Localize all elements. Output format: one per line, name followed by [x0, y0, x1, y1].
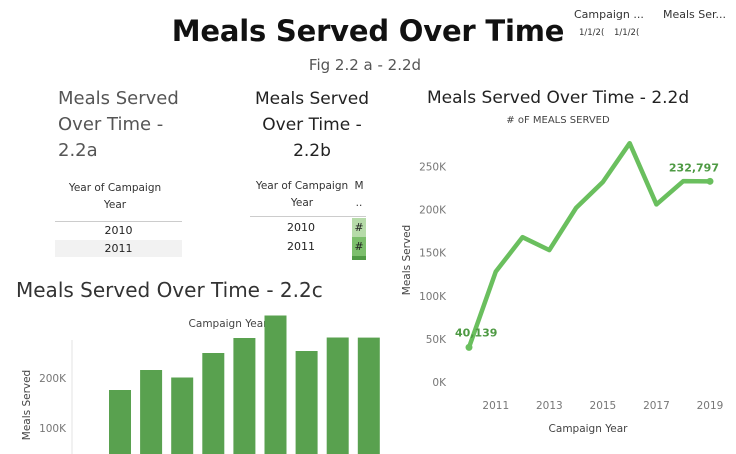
- bar-chart-axis-title: Campaign Year: [189, 318, 269, 330]
- line-chart-y-tick: 150K: [419, 248, 447, 260]
- panel-b-measure-header-line: ..: [355, 197, 363, 209]
- bar-chart-bar[interactable]: [140, 370, 163, 454]
- line-chart-data-label: 40,139: [455, 326, 497, 339]
- panel-b-table: 2010 # 2011 #: [250, 218, 366, 260]
- line-chart-data-labels: 40,139 232,797: [455, 161, 719, 339]
- bar-chart-y-axis-title: Meals Served: [21, 370, 33, 440]
- bar-chart-bar[interactable]: [171, 377, 194, 454]
- line-chart-y-tick: 200K: [419, 205, 447, 217]
- line-chart-x-axis-title: Campaign Year: [549, 423, 629, 435]
- line-chart-x-tick: 2013: [536, 400, 563, 412]
- bar-chart-bar[interactable]: [202, 353, 225, 454]
- line-chart-point[interactable]: [706, 177, 714, 185]
- bar-chart-bar[interactable]: [109, 390, 131, 454]
- bar-chart-bar[interactable]: [295, 351, 318, 454]
- panel-a-column-header-line: Year of Campaign: [68, 182, 162, 194]
- line-chart-data-label: 232,797: [669, 161, 719, 174]
- panel-b-title: Meals Served Over Time - 2.2b: [244, 86, 380, 164]
- bar-chart-bar[interactable]: [326, 337, 349, 454]
- panel-a-title-line: Meals Served: [58, 88, 179, 109]
- page-title: Meals Served Over Time: [171, 14, 565, 48]
- panel-b-column-header-line: Year: [290, 197, 314, 209]
- panel-b-measure-cell: #: [352, 218, 366, 237]
- line-chart-subtitle: # oF MEALS SERVED: [506, 115, 610, 126]
- line-chart-x-tick: 2017: [643, 400, 670, 412]
- line-chart-y-axis-title: Meals Served: [401, 225, 413, 295]
- table-row: [250, 256, 366, 260]
- line-chart-series: [465, 140, 714, 351]
- panel-b-measure-header[interactable]: M ..: [352, 178, 366, 212]
- table-row[interactable]: 2010 #: [250, 218, 366, 237]
- panel-a-column-header-line: Year: [103, 199, 127, 211]
- table-row[interactable]: 2010: [104, 224, 133, 237]
- page-subtitle: Fig 2.2 a - 2.2d: [308, 56, 422, 74]
- panel-b-measure-header-line: M: [354, 180, 364, 192]
- panel-c-title: Meals Served Over Time - 2.2c: [16, 278, 323, 302]
- filter-campaign-value-end[interactable]: 1/1/2(: [614, 28, 640, 38]
- panel-d-title: Meals Served Over Time - 2.2d: [427, 88, 690, 108]
- panel-a-divider: [55, 221, 182, 222]
- line-chart-x-tick: 2011: [482, 400, 509, 412]
- panel-b-title-line: Over Time -: [262, 115, 362, 135]
- line-chart-x-tick: 2015: [590, 400, 617, 412]
- line-chart-y-tick: 50K: [426, 334, 447, 346]
- panel-b-year-cell: 2011: [287, 240, 315, 253]
- table-row[interactable]: 2011 #: [250, 237, 366, 256]
- bar-chart-bar[interactable]: [264, 315, 287, 454]
- panel-a-title: Meals Served Over Time - 2.2a: [58, 86, 179, 164]
- panel-a-table: 2010 2011: [55, 222, 182, 257]
- panel-a-column-header[interactable]: Year of Campaign Year: [55, 180, 175, 214]
- line-chart-series-line: [466, 140, 713, 350]
- panel-b-column-header[interactable]: Year of Campaign Year: [252, 178, 352, 212]
- filter-meals-served-label[interactable]: Meals Ser...: [663, 8, 727, 21]
- panel-a-title-line: Over Time -: [58, 114, 164, 135]
- line-chart-point[interactable]: [465, 343, 473, 351]
- panel-b-divider: [250, 216, 366, 217]
- bar-chart-bars: [109, 315, 380, 454]
- line-chart-x-ticks: 2011 2013 2015 2017 2019: [482, 400, 723, 412]
- bar-chart-y-tick: 100K: [39, 423, 67, 435]
- bar-chart-y-tick: 200K: [39, 373, 67, 385]
- line-chart-y-tick: 100K: [419, 291, 447, 303]
- line-chart-y-tick: 0K: [432, 377, 447, 389]
- filter-campaign-value-start[interactable]: 1/1/2(: [579, 28, 605, 38]
- panel-b-title-line: Meals Served: [254, 89, 370, 109]
- bar-chart-bar[interactable]: [233, 338, 256, 454]
- panel-a-title-line: 2.2a: [58, 140, 98, 161]
- bar-chart-bar[interactable]: [357, 337, 380, 454]
- line-chart-y-ticks: 0K 50K 100K 150K 200K 250K: [419, 161, 447, 389]
- panel-b-column-header-line: Year of Campaign: [255, 180, 349, 192]
- line-chart: # oF MEALS SERVED Meals Served Campaign …: [401, 115, 723, 435]
- panel-b-measure-cell: #: [352, 237, 366, 256]
- panel-b-year-cell: 2010: [287, 221, 315, 234]
- filter-campaign-label[interactable]: Campaign ...: [574, 8, 644, 21]
- panel-b-title-line: 2.2b: [293, 141, 331, 161]
- table-row[interactable]: 2011: [55, 240, 182, 257]
- line-chart-y-tick: 250K: [419, 161, 447, 173]
- bar-chart: Campaign Year Meals Served 200K 100K: [21, 315, 380, 454]
- line-chart-x-tick: 2019: [697, 400, 724, 412]
